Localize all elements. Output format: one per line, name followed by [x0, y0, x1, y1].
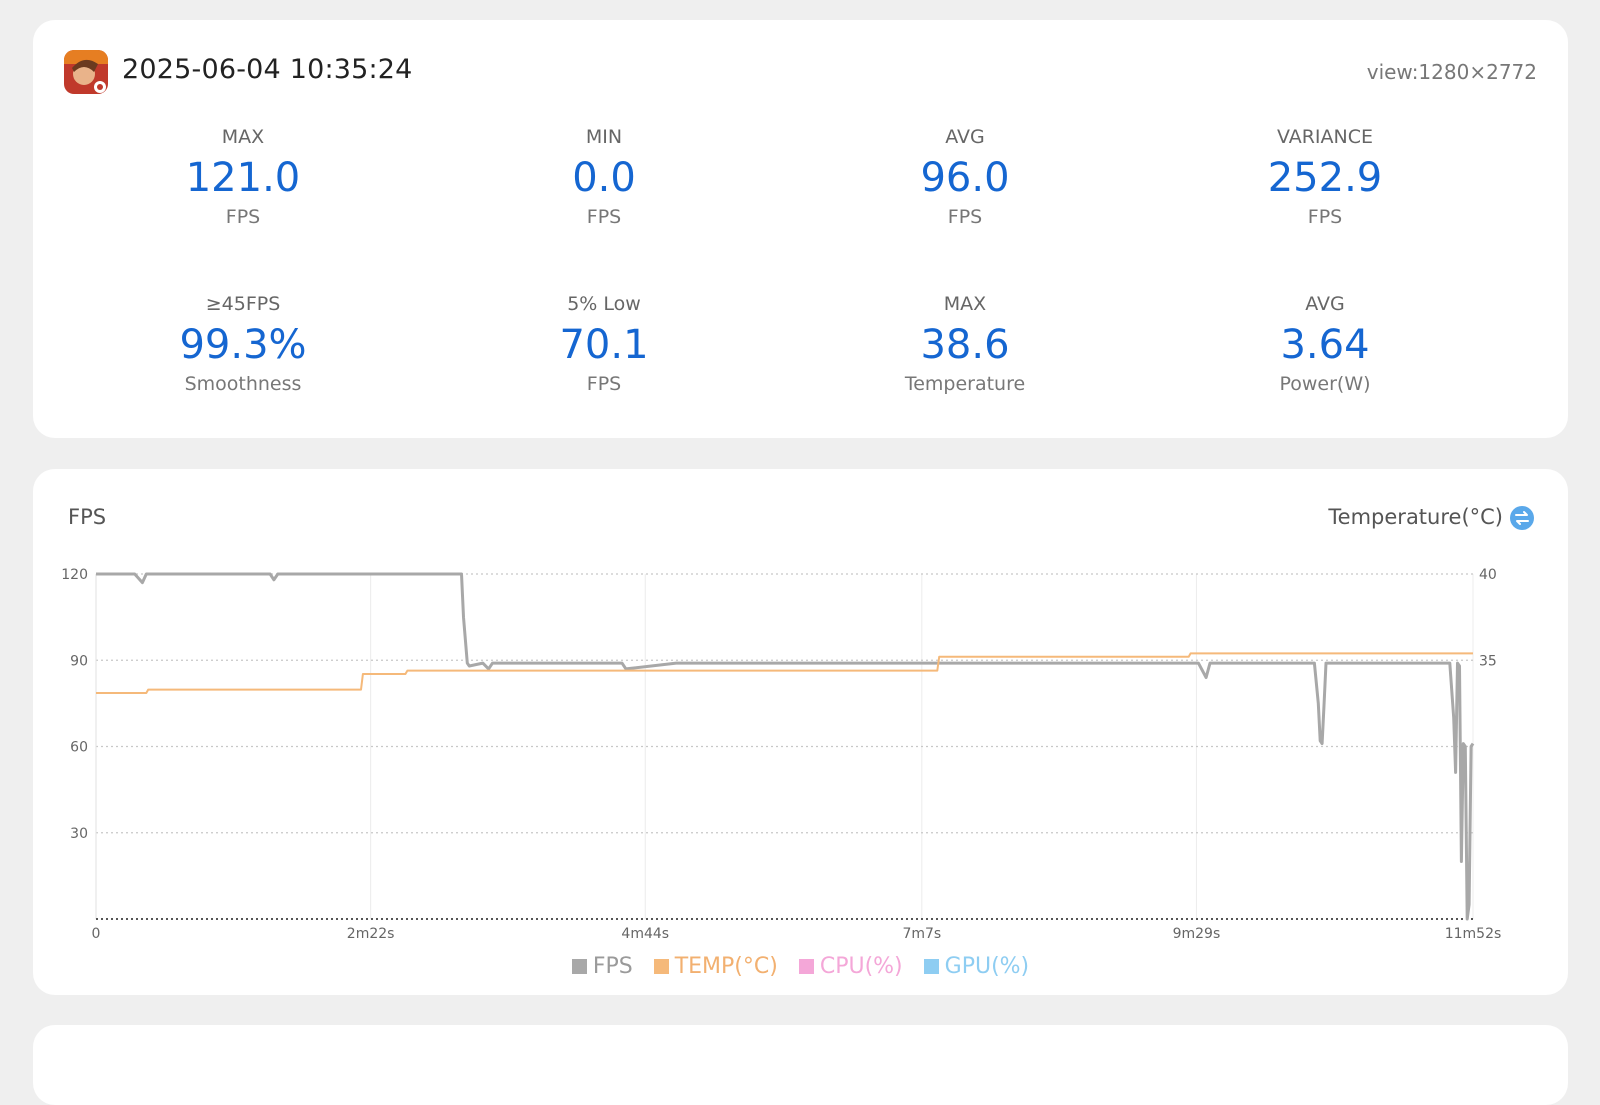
- stat-unit: FPS: [947, 206, 983, 228]
- legend-temp-swatch: [653, 958, 669, 974]
- next-card: [33, 1025, 1568, 1105]
- legend-fps[interactable]: FPS: [571, 953, 633, 979]
- fps-series-line: [96, 572, 1475, 921]
- x-tick-label: 9m29s: [1173, 926, 1221, 942]
- y-left-tick-label: 90: [70, 653, 88, 669]
- legend-cpu[interactable]: CPU(%): [798, 953, 903, 979]
- stat-avg-power: AVG 3.64 Power(W): [1175, 291, 1475, 397]
- stat-unit: FPS: [586, 373, 622, 395]
- legend-gpu[interactable]: GPU(%): [923, 953, 1030, 979]
- legend-cpu-label: CPU(%): [819, 953, 903, 979]
- legend-cpu-swatch: [798, 958, 814, 974]
- y-right-tick-label: 40: [1479, 567, 1497, 583]
- temp-series-line: [96, 652, 1473, 694]
- stat-max-fps: MAX 121.0 FPS: [93, 124, 393, 230]
- stat-variance-fps: VARIANCE 252.9 FPS: [1175, 124, 1475, 230]
- stat-unit: Power(W): [1279, 373, 1371, 395]
- x-tick-label: 11m52s: [1445, 926, 1502, 942]
- chart-legend: FPS TEMP(°C) CPU(%) GPU(%): [33, 953, 1568, 979]
- stat-value: 252.9: [1267, 155, 1383, 201]
- x-tick-label: 4m44s: [621, 926, 669, 942]
- fps-temperature-chart[interactable]: 30 60 90 120 35 40 0 2m22s 4m44s 7m7s 9m29s 11m52s: [33, 469, 1568, 949]
- stat-5pct-low: 5% Low 70.1 FPS: [454, 291, 754, 397]
- legend-temp[interactable]: TEMP(°C): [653, 953, 778, 979]
- y-left-tick-label: 120: [61, 567, 88, 583]
- x-tick-label: 7m7s: [902, 926, 941, 942]
- stat-label: MIN: [585, 126, 623, 148]
- chart-card: FPS Temperature(°C) 30 60 90 120 35 40 0 2m22s 4…: [33, 469, 1568, 995]
- legend-gpu-swatch: [923, 958, 939, 974]
- legend-fps-swatch: [571, 958, 587, 974]
- stat-value: 121.0: [185, 155, 301, 201]
- stat-avg-fps: AVG 96.0 FPS: [815, 124, 1115, 230]
- stat-label: AVG: [945, 126, 985, 148]
- legend-gpu-label: GPU(%): [944, 953, 1030, 979]
- stat-value: 38.6: [920, 322, 1010, 368]
- session-timestamp: 2025-06-04 10:35:24: [122, 54, 413, 85]
- game-hero-icon[interactable]: [64, 50, 108, 94]
- stat-value: 0.0: [572, 155, 636, 201]
- switch-axis-icon[interactable]: [1510, 506, 1534, 530]
- chart-title-temperature: Temperature(°C): [1328, 505, 1503, 529]
- stat-label: MAX: [221, 126, 265, 148]
- stat-smoothness: ≥45FPS 99.3% Smoothness: [93, 291, 393, 397]
- x-tick-label: 2m22s: [347, 926, 395, 942]
- stat-unit: FPS: [225, 206, 261, 228]
- view-size-label: view:1280×2772: [1366, 60, 1537, 84]
- stat-min-fps: MIN 0.0 FPS: [454, 124, 754, 230]
- y-left-tick-label: 60: [70, 740, 88, 756]
- x-tick-label: 0: [92, 926, 101, 942]
- legend-fps-label: FPS: [592, 953, 633, 979]
- stat-value: 70.1: [559, 322, 649, 368]
- stat-unit: FPS: [1307, 206, 1343, 228]
- y-left-tick-label: 30: [70, 826, 88, 842]
- stat-label: ≥45FPS: [205, 293, 281, 315]
- stat-label: 5% Low: [567, 293, 641, 315]
- stat-label: MAX: [943, 293, 987, 315]
- stat-max-temperature: MAX 38.6 Temperature: [815, 291, 1115, 397]
- stat-label: VARIANCE: [1276, 126, 1374, 148]
- stat-label: AVG: [1305, 293, 1345, 315]
- stat-unit: Temperature: [904, 373, 1026, 395]
- y-right-tick-label: 35: [1479, 653, 1497, 669]
- stat-unit: FPS: [586, 206, 622, 228]
- stat-value: 3.64: [1280, 322, 1370, 368]
- summary-card: 2025-06-04 10:35:24 view:1280×2772 MAX 1…: [33, 20, 1568, 438]
- chart-title-fps: FPS: [68, 505, 107, 529]
- stat-unit: Smoothness: [184, 373, 302, 395]
- stat-value: 96.0: [920, 155, 1010, 201]
- stat-value: 99.3%: [179, 322, 307, 368]
- legend-temp-label: TEMP(°C): [674, 953, 778, 979]
